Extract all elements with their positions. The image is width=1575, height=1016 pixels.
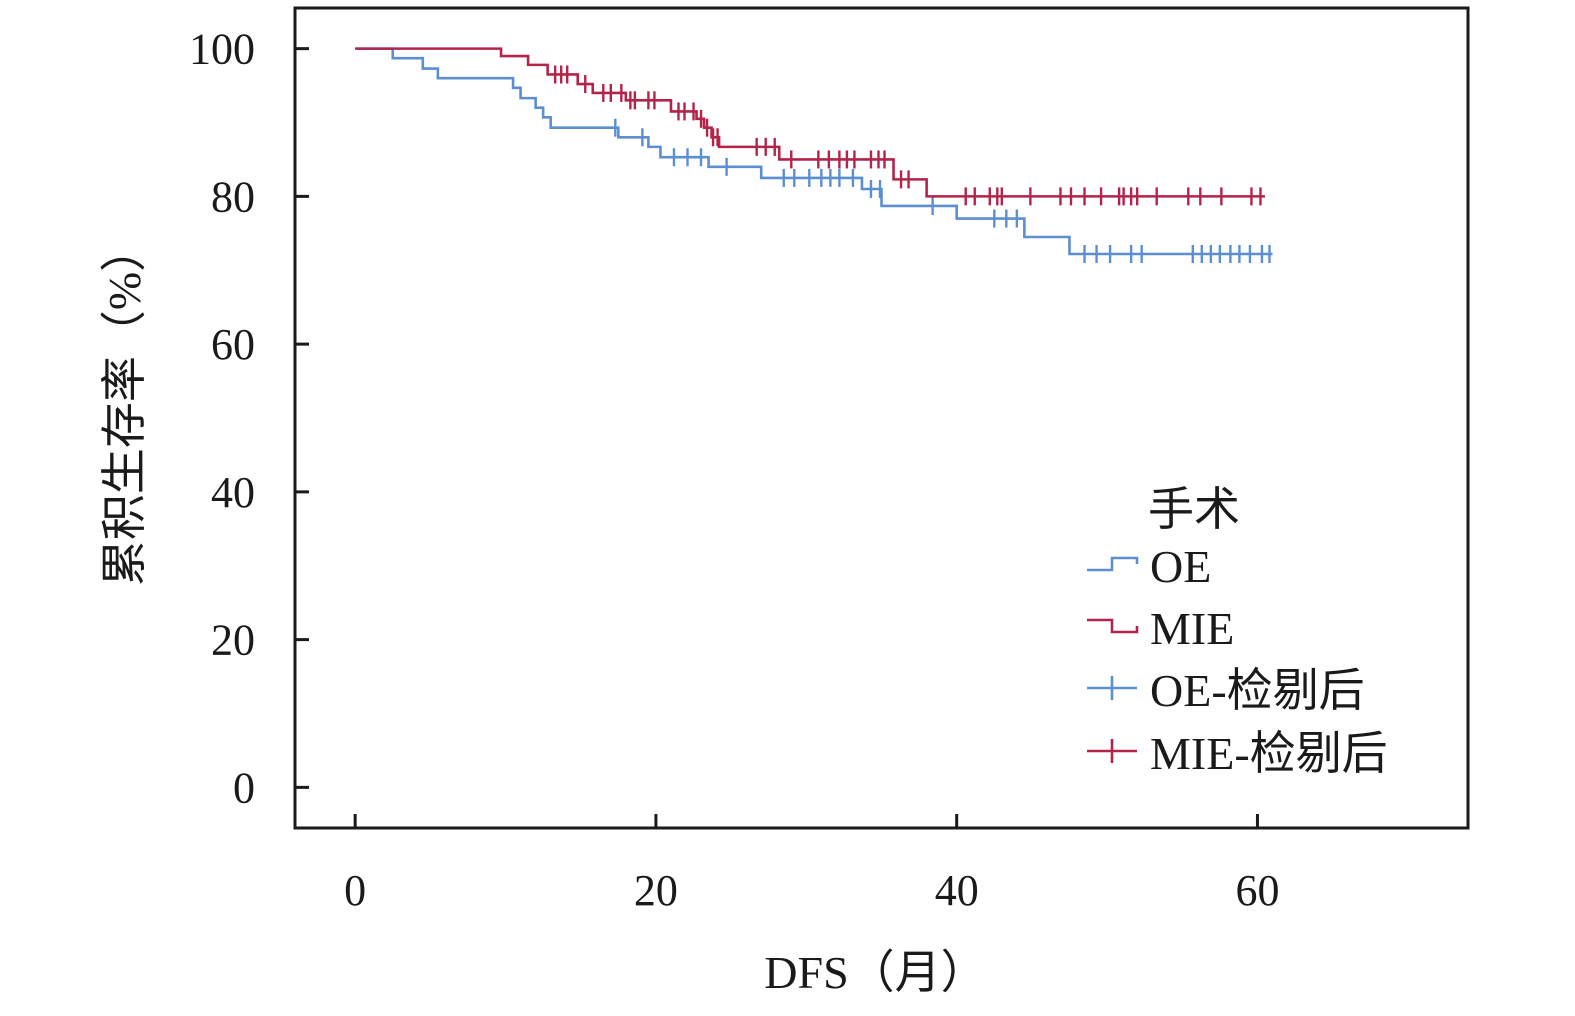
x-tick-label: 60 (1235, 866, 1279, 915)
legend-label: OE-检剔后 (1150, 665, 1365, 716)
legend-label: MIE (1150, 603, 1234, 654)
y-tick-label: 40 (211, 468, 255, 517)
series-layer (355, 47, 1273, 263)
legend-label: OE (1150, 541, 1211, 592)
x-axis-title: DFS（月） (764, 947, 986, 998)
y-tick-label: 0 (233, 763, 255, 812)
legend-entries: OE MIE OE-检剔后 MIE-检剔后 (1087, 541, 1388, 779)
y-tick-label: 60 (211, 320, 255, 369)
y-tick-label: 20 (211, 616, 255, 665)
tick-labels: 0 20 40 60 0 20 40 60 80 100 (189, 25, 1279, 915)
x-tick-label: 0 (344, 866, 366, 915)
series-oe (355, 47, 1273, 263)
y-tick-label: 100 (189, 25, 255, 74)
y-axis-title: 累积生存率（%） (99, 226, 150, 586)
legend-entry: OE (1087, 541, 1211, 592)
legend-entry: MIE (1087, 603, 1234, 654)
series-mie (355, 47, 1265, 206)
legend: 手术 OE MIE OE-检剔后 MIE-检剔后 (1087, 484, 1388, 779)
legend-entry: MIE-检剔后 (1087, 728, 1388, 779)
legend-step-icon (1087, 618, 1139, 634)
legend-title: 手术 (1148, 484, 1240, 535)
x-tick-label: 40 (935, 866, 979, 915)
legend-step-icon (1087, 556, 1139, 572)
axis-ticks (295, 47, 1259, 828)
y-tick-label: 80 (211, 172, 255, 221)
legend-label: MIE-检剔后 (1150, 728, 1388, 779)
survival-curve-oe (355, 47, 1273, 256)
x-tick-label: 20 (634, 866, 678, 915)
plot-frame (293, 6, 1470, 830)
legend-entry: OE-检剔后 (1087, 665, 1365, 716)
